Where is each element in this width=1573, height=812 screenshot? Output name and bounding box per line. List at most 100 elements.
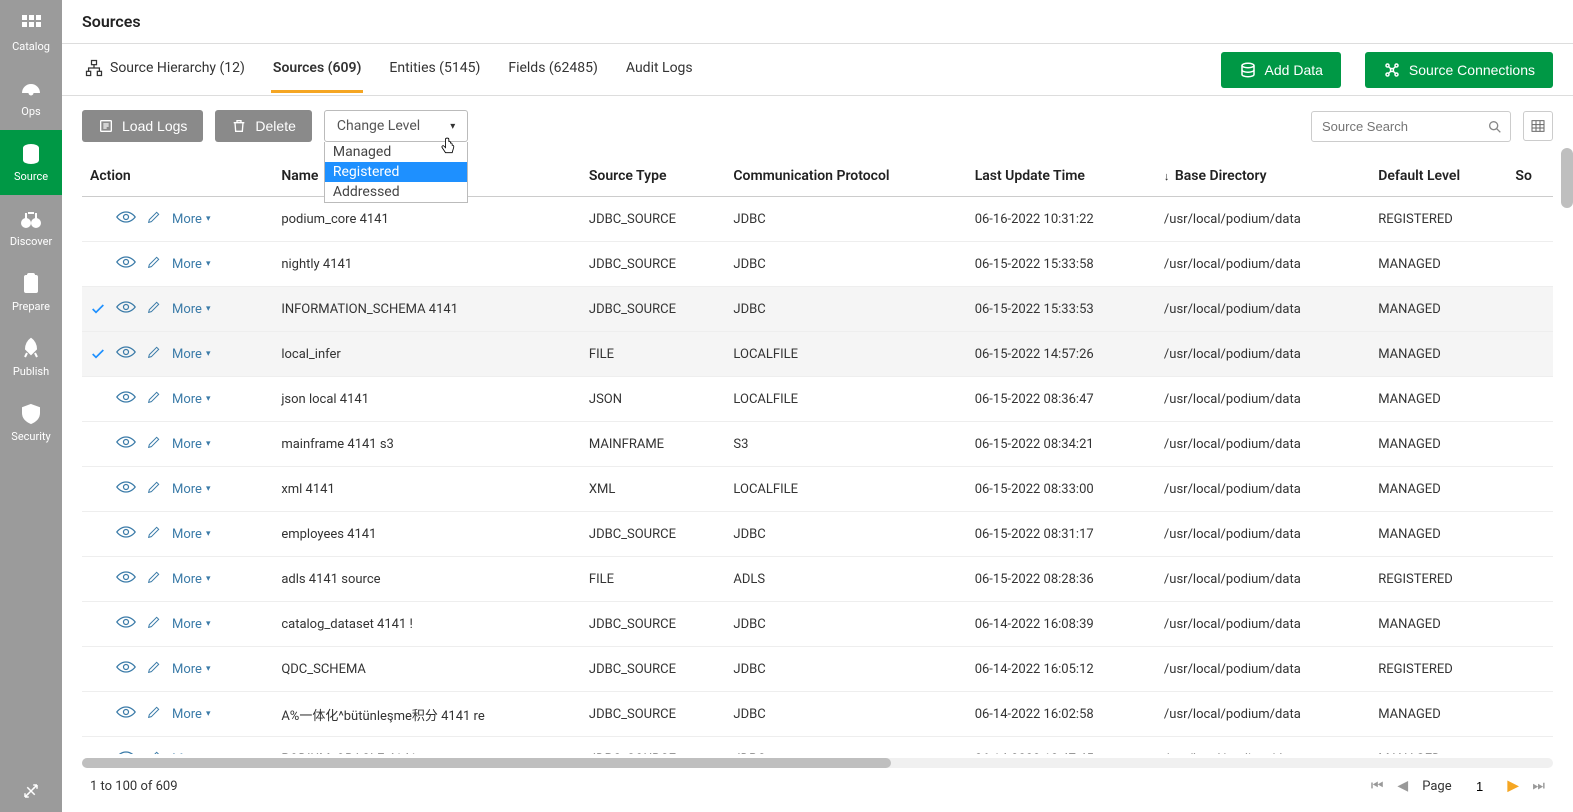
horizontal-scrollbar[interactable]	[82, 758, 1553, 768]
cell-baseDir: /usr/local/podium/data	[1156, 332, 1370, 377]
view-icon[interactable]	[116, 570, 136, 588]
expand-sidebar-icon[interactable]	[0, 770, 62, 812]
main: Sources Source Hierarchy (12)Sources (60…	[62, 0, 1573, 812]
cell-sourceType: MAINFRAME	[581, 422, 726, 467]
search-input[interactable]	[1311, 111, 1511, 142]
edit-icon[interactable]	[146, 209, 162, 229]
cell-level: MANAGED	[1370, 422, 1507, 467]
source-connections-button[interactable]: Source Connections	[1365, 52, 1553, 88]
pager-page-input[interactable]	[1466, 779, 1494, 794]
edit-icon[interactable]	[146, 659, 162, 679]
edit-icon[interactable]	[146, 569, 162, 589]
table-row[interactable]: Moreemployees 4141JDBC_SOURCEJDBC06-15-2…	[82, 512, 1553, 557]
sidebar-item-source[interactable]: Source	[0, 130, 62, 195]
table-row[interactable]: Morecatalog_dataset 4141 !JDBC_SOURCEJDB…	[82, 602, 1553, 647]
cell-name: A%一体化^bütünleşme积分 4141 re	[273, 692, 581, 737]
sidebar-item-discover[interactable]: Discover	[0, 195, 62, 260]
pager-first[interactable]: ⏮	[1371, 778, 1384, 794]
view-icon[interactable]	[116, 615, 136, 633]
table-row[interactable]: Morepodium_core 4141JDBC_SOURCEJDBC06-16…	[82, 197, 1553, 242]
table-row[interactable]: MorePODIUM_ORACLE 4141JDBC_SOURCEJDBC06-…	[82, 737, 1553, 755]
tab-fields-[interactable]: Fields (62485)	[506, 46, 600, 93]
more-dropdown[interactable]: More	[172, 572, 210, 587]
cell-level: MANAGED	[1370, 512, 1507, 557]
pager-last[interactable]: ⏭	[1532, 778, 1545, 794]
edit-icon[interactable]	[146, 389, 162, 409]
tab-label: Fields (62485)	[508, 60, 598, 76]
view-icon[interactable]	[116, 480, 136, 498]
more-dropdown[interactable]: More	[172, 707, 210, 722]
change-level-dropdown[interactable]: Change Level	[324, 110, 468, 142]
delete-button[interactable]: Delete	[215, 110, 311, 142]
edit-icon[interactable]	[146, 344, 162, 364]
column-header-base-directory[interactable]: ↓ Base Directory	[1156, 156, 1370, 197]
more-dropdown[interactable]: More	[172, 662, 210, 677]
table-row[interactable]: Morelocal_inferFILELOCALFILE06-15-2022 1…	[82, 332, 1553, 377]
tab-audit-logs[interactable]: Audit Logs	[624, 46, 695, 93]
more-dropdown[interactable]: More	[172, 257, 210, 272]
view-icon[interactable]	[116, 255, 136, 273]
tab-sources-[interactable]: Sources (609)	[271, 46, 363, 93]
pager-prev[interactable]: ◀	[1397, 778, 1408, 794]
sidebar-item-ops[interactable]: Ops	[0, 65, 62, 130]
view-icon[interactable]	[116, 210, 136, 228]
pager-next[interactable]: ▶	[1508, 778, 1519, 794]
edit-icon[interactable]	[146, 479, 162, 499]
vertical-scrollbar[interactable]	[1561, 148, 1573, 738]
more-dropdown[interactable]: More	[172, 752, 210, 755]
table-row[interactable]: Moreadls 4141 sourceFILEADLS06-15-2022 0…	[82, 557, 1553, 602]
add-data-button[interactable]: Add Data	[1221, 52, 1341, 88]
view-icon[interactable]	[116, 750, 136, 754]
view-icon[interactable]	[116, 525, 136, 543]
edit-icon[interactable]	[146, 299, 162, 319]
column-header-so[interactable]: So	[1507, 156, 1553, 197]
tab-entities-[interactable]: Entities (5145)	[387, 46, 482, 93]
column-header-source-type[interactable]: Source Type	[581, 156, 726, 197]
table-row[interactable]: MoreINFORMATION_SCHEMA 4141JDBC_SOURCEJD…	[82, 287, 1553, 332]
view-icon[interactable]	[116, 390, 136, 408]
more-dropdown[interactable]: More	[172, 347, 210, 362]
more-dropdown[interactable]: More	[172, 392, 210, 407]
table-row[interactable]: MoreQDC_SCHEMAJDBC_SOURCEJDBC06-14-2022 …	[82, 647, 1553, 692]
sidebar-item-publish[interactable]: Publish	[0, 325, 62, 390]
more-dropdown[interactable]: More	[172, 437, 210, 452]
column-header-communication-protocol[interactable]: Communication Protocol	[725, 156, 966, 197]
columns-button[interactable]	[1523, 111, 1553, 141]
table-row[interactable]: Moremainframe 4141 s3MAINFRAMES306-15-20…	[82, 422, 1553, 467]
cell-sourceType: JSON	[581, 377, 726, 422]
sidebar-item-security[interactable]: Security	[0, 390, 62, 455]
view-icon[interactable]	[116, 705, 136, 723]
view-icon[interactable]	[116, 300, 136, 318]
more-dropdown[interactable]: More	[172, 302, 210, 317]
load-logs-button[interactable]: Load Logs	[82, 110, 203, 142]
change-level-option-addressed[interactable]: Addressed	[325, 182, 467, 202]
cell-name: employees 4141	[273, 512, 581, 557]
table-row[interactable]: MoreA%一体化^bütünleşme积分 4141 reJDBC_SOURC…	[82, 692, 1553, 737]
edit-icon[interactable]	[146, 614, 162, 634]
more-dropdown[interactable]: More	[172, 212, 210, 227]
edit-icon[interactable]	[146, 749, 162, 754]
change-level-option-registered[interactable]: Registered	[325, 162, 467, 182]
more-dropdown[interactable]: More	[172, 617, 210, 632]
check-icon	[90, 301, 106, 317]
edit-icon[interactable]	[146, 704, 162, 724]
column-header-default-level[interactable]: Default Level	[1370, 156, 1507, 197]
more-dropdown[interactable]: More	[172, 527, 210, 542]
view-icon[interactable]	[116, 435, 136, 453]
tab-source-hierarchy-[interactable]: Source Hierarchy (12)	[82, 44, 247, 95]
sidebar-item-catalog[interactable]: Catalog	[0, 0, 62, 65]
change-level-dropdown-wrap: Change Level ManagedRegisteredAddressed	[324, 110, 468, 142]
view-icon[interactable]	[116, 345, 136, 363]
column-header-last-update-time[interactable]: Last Update Time	[967, 156, 1156, 197]
edit-icon[interactable]	[146, 524, 162, 544]
column-header-action[interactable]: Action	[82, 156, 273, 197]
sidebar-item-prepare[interactable]: Prepare	[0, 260, 62, 325]
more-dropdown[interactable]: More	[172, 482, 210, 497]
table-row[interactable]: Morenightly 4141JDBC_SOURCEJDBC06-15-202…	[82, 242, 1553, 287]
change-level-option-managed[interactable]: Managed	[325, 142, 467, 162]
table-row[interactable]: Morexml 4141XMLLOCALFILE06-15-2022 08:33…	[82, 467, 1553, 512]
table-row[interactable]: Morejson local 4141JSONLOCALFILE06-15-20…	[82, 377, 1553, 422]
view-icon[interactable]	[116, 660, 136, 678]
edit-icon[interactable]	[146, 254, 162, 274]
edit-icon[interactable]	[146, 434, 162, 454]
